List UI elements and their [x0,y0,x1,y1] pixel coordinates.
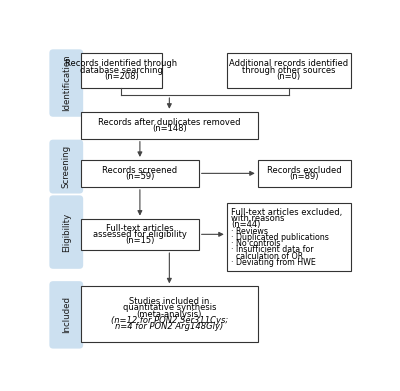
Text: Identification: Identification [62,55,71,111]
Text: (meta-analysis): (meta-analysis) [137,310,202,319]
Text: database searching: database searching [80,66,163,75]
FancyBboxPatch shape [227,203,351,271]
Text: · No controls: · No controls [231,239,281,248]
Text: Screening: Screening [62,145,71,188]
Text: Full-text articles: Full-text articles [106,224,174,233]
Text: · Insufficient data for: · Insufficient data for [231,246,314,255]
Text: Records after duplicates removed: Records after duplicates removed [98,118,241,127]
Text: · Reviews: · Reviews [231,226,268,235]
Text: Eligibility: Eligibility [62,212,71,252]
Text: · Duplicated publications: · Duplicated publications [231,233,329,242]
Text: (n=0): (n=0) [277,72,301,81]
FancyBboxPatch shape [81,286,258,342]
Text: n=4 for PON2 Arg148Gly): n=4 for PON2 Arg148Gly) [115,322,224,331]
Text: (n=15): (n=15) [125,236,154,245]
Text: Records excluded: Records excluded [267,166,342,175]
FancyBboxPatch shape [227,53,351,88]
Text: (n=89): (n=89) [290,172,319,181]
Text: (n=44): (n=44) [231,220,261,229]
FancyBboxPatch shape [81,219,199,250]
FancyBboxPatch shape [81,160,199,187]
Text: quantitative synthesis: quantitative synthesis [123,303,216,312]
FancyBboxPatch shape [81,53,162,88]
Text: with reasons: with reasons [231,214,285,223]
Text: (n=59): (n=59) [125,172,154,181]
Text: calculation of OR: calculation of OR [231,252,304,261]
Text: Additional records identified: Additional records identified [229,59,348,68]
Text: (n=12 for PON2 Ser311Cys;: (n=12 for PON2 Ser311Cys; [111,316,228,325]
Text: Records screened: Records screened [102,166,178,175]
Text: assessed for eligibility: assessed for eligibility [93,230,187,239]
Text: Full-text articles excluded,: Full-text articles excluded, [231,208,342,217]
Text: Records identified through: Records identified through [65,59,177,68]
FancyBboxPatch shape [49,196,83,269]
Text: (n=148): (n=148) [152,124,187,133]
FancyBboxPatch shape [49,49,83,117]
Text: Studies included in: Studies included in [129,297,210,306]
Text: · Deviating from HWE: · Deviating from HWE [231,258,316,267]
Text: Included: Included [62,296,71,334]
Text: through other sources: through other sources [242,66,336,75]
FancyBboxPatch shape [81,112,258,139]
FancyBboxPatch shape [49,281,83,349]
FancyBboxPatch shape [258,160,351,187]
FancyBboxPatch shape [49,140,83,194]
Text: (n=208): (n=208) [104,72,139,81]
